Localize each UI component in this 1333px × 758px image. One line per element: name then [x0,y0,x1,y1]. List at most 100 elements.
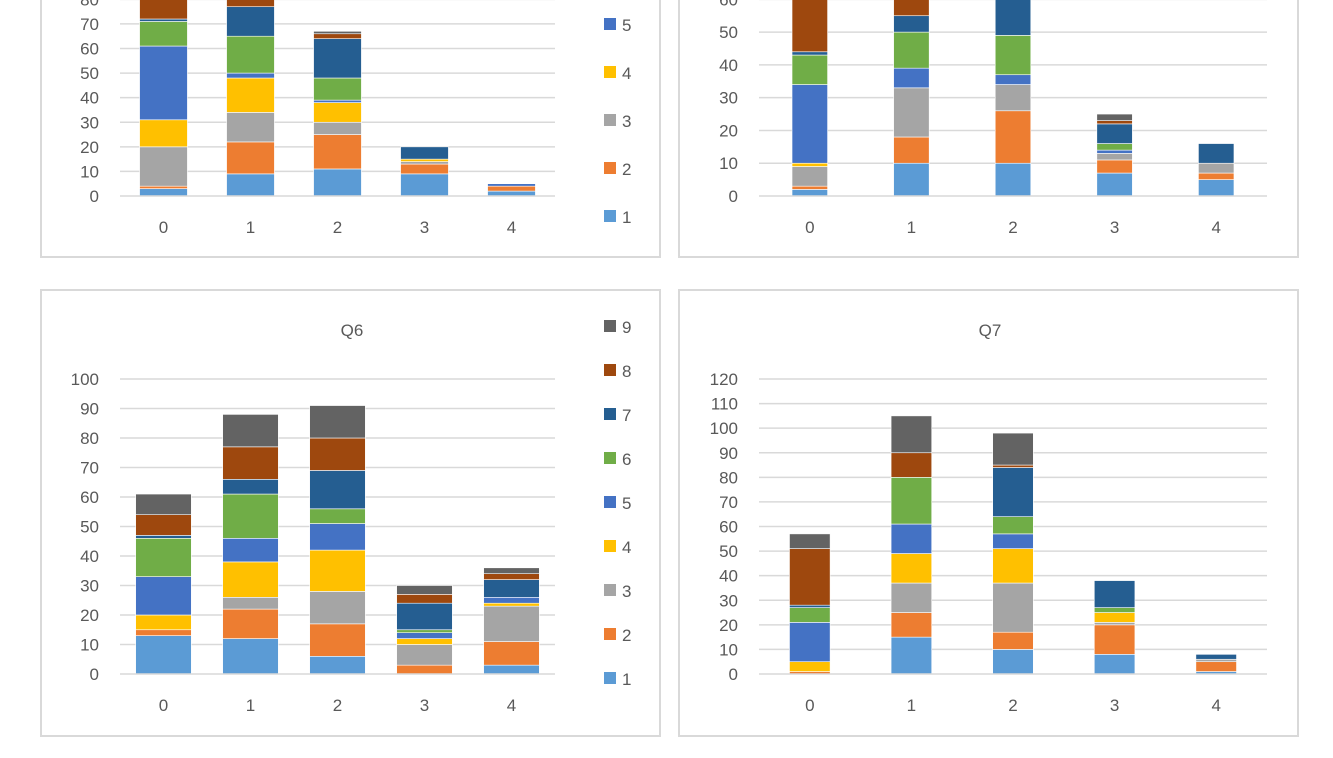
bar-segment-series-3 [483,605,540,642]
bar-segment-series-3 [791,166,828,187]
y-tick-label: 60 [719,518,738,537]
bar-segment-series-1 [890,636,933,675]
legend-label: 5 [622,16,631,35]
x-tick-label: 2 [333,696,342,715]
bar-segment-series-8 [135,514,192,536]
bar-segment-series-4 [139,119,188,148]
bar-segment-series-7 [994,0,1032,36]
y-tick-label: 70 [80,15,99,34]
bar-segment-series-1 [483,664,540,675]
y-tick-label: 110 [711,395,738,414]
bar-segment-series-2 [1096,159,1133,174]
bar-segment-series-2 [222,608,279,639]
bar-segment-series-4 [396,638,453,645]
legend-item: 8 [604,362,631,381]
bar-segment-series-5 [487,183,536,187]
bar-segment-series-2 [313,134,362,170]
y-tick-label: 30 [719,591,738,610]
y-tick-label: 10 [80,636,99,655]
bar-segment-series-4 [890,553,933,584]
chart-svg: 010203040506070809001234 [719,0,1267,237]
chart-title: Q6 [341,321,364,340]
legend-label: 2 [622,626,631,645]
bar-segment-series-4 [1093,612,1136,623]
chart-panel-top-right: 010203040506070809001234 [678,0,1299,258]
legend-label: 9 [622,318,631,337]
bar-segment-series-1 [226,173,275,197]
bar-segment-series-8 [992,464,1034,468]
y-tick-label: 10 [719,154,738,173]
bar-segment-series-8 [139,0,188,20]
x-tick-label: 2 [1008,696,1017,715]
x-tick-label: 4 [1211,218,1220,237]
y-tick-label: 10 [80,162,99,181]
bar-segment-series-6 [992,516,1034,535]
y-tick-label: 0 [90,665,99,684]
bar-segment-series-7 [992,467,1034,517]
bar-segment-series-7 [396,602,453,631]
bar-segment-series-3 [396,644,453,666]
bar-segment-series-5 [1096,149,1133,154]
bar-segment-series-6 [135,538,192,577]
bar-segment-series-1 [994,162,1032,197]
bar-segment-series-7 [1198,143,1235,164]
bar-segment-series-5 [222,538,279,563]
bar-segment-series-8 [483,573,540,580]
bar-segment-series-4 [789,661,831,672]
legend-swatch [604,364,616,376]
legend-label: 1 [622,670,631,689]
y-tick-label: 0 [90,187,99,206]
y-tick-label: 20 [719,121,738,140]
chart-svg: Q6 0 10 20 30 40 50 60 70 80 90 100 0 1 2 3 4 1 2 3 4 5 6 7 8 9 [71,318,632,715]
bar-segment-series-4 [483,602,540,607]
bar-segment-series-2 [487,185,536,192]
y-tick-label: 80 [719,468,738,487]
bar-segment-series-4 [791,162,828,167]
bar-segment-series-9 [483,567,540,574]
bar-segment-series-5 [791,84,828,164]
bar-segment-series-1 [893,162,930,197]
legend-label: 8 [622,362,631,381]
legend-swatch [604,628,616,640]
bar-segment-series-7 [483,579,540,598]
bar-segment-series-2 [309,623,366,657]
legend-item: 1 [604,670,631,689]
y-tick-label: 20 [719,616,738,635]
y-tick-label: 40 [80,89,99,108]
bar-segment-series-2 [226,141,275,175]
bar-segment-series-7 [139,18,188,22]
legend-item: 2 [604,160,631,179]
bar-segment-series-6 [226,35,275,74]
bar-segment-series-1 [135,635,192,675]
bar-segment-series-2 [994,110,1032,164]
bar-segment-series-7 [313,38,362,79]
y-tick-label: 90 [80,400,99,419]
legend-item: 3 [604,582,631,601]
legend-item: 3 [604,112,631,131]
bar-segment-series-3 [994,84,1032,112]
x-tick-label: 2 [333,218,342,237]
bar-segment-series-2 [400,163,449,175]
bar-segment-series-9 [396,585,453,595]
bar-segment-series-5 [135,576,192,616]
bar-segment-series-5 [226,72,275,79]
bar-segment-series-7 [309,470,366,510]
bar-segment-series-1 [992,649,1034,675]
legend-swatch [604,584,616,596]
bar-segment-series-2 [1093,624,1136,655]
bar-segment-series-5 [313,99,362,103]
bar-segment-series-9 [1096,113,1133,121]
bar-segment-series-3 [1198,162,1235,174]
bar-segment-series-3 [313,121,362,135]
y-tick-label: 30 [80,577,99,596]
x-tick-label: 3 [420,696,429,715]
bar-segment-series-6 [890,477,933,525]
bar-segment-series-3 [1093,622,1136,626]
bar-segment-series-2 [483,641,540,666]
bar-segment-series-8 [893,0,930,17]
legend-label: 7 [622,406,631,425]
legend-item: 7 [604,406,631,425]
bar-segment-series-4 [313,102,362,123]
legend-item: 2 [604,626,631,645]
y-tick-label: 40 [80,547,99,566]
